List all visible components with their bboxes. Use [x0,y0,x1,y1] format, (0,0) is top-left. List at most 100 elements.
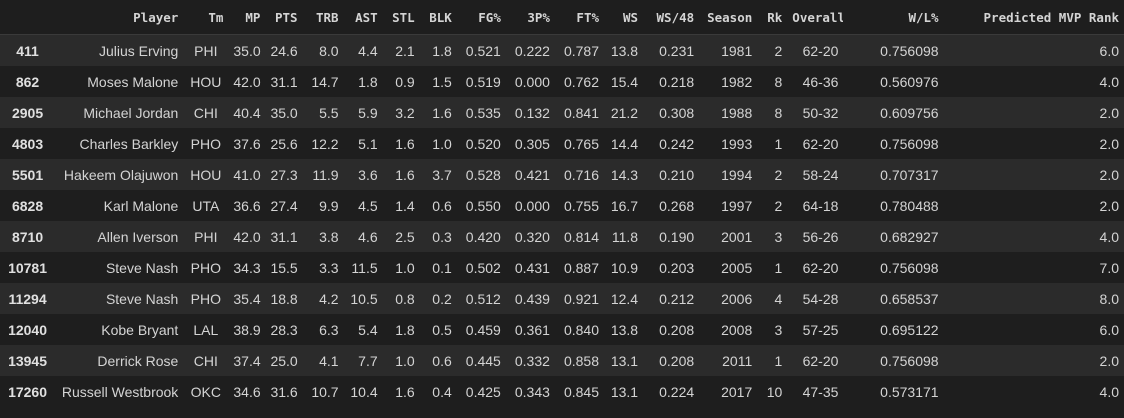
ast-cell: 4.5 [358,197,378,214]
blk-cell: 0.3 [432,228,452,245]
3p-pct-cell: 0.343 [514,383,550,400]
header-fg-pct: FG% [456,0,506,35]
pts-cell: 15.5 [270,259,298,276]
stl-cell: 3.2 [395,104,415,121]
table-row: 411 Julius Erving PHI 35.0 24.6 8.0 4.4 2.1 1.8 0… [0,34,1124,66]
team-cell: CHI [193,104,218,121]
predicted-mvp-rank-cell: 2.0 [1099,166,1119,183]
player-cell: Hakeem Olajuwon [63,166,179,183]
mp-cell: 40.4 [233,104,261,121]
header-player: Player [55,0,184,35]
3p-pct-cell: 0.431 [514,259,550,276]
ws-cell: 21.2 [610,104,639,121]
ast-cell: 10.4 [350,383,378,400]
3p-pct-cell: 0.000 [514,197,550,214]
overall-cell: 62-20 [802,259,839,276]
wl-pct-cell: 0.707317 [880,166,939,183]
pts-cell: 35.0 [270,104,298,121]
ast-cell: 7.7 [358,352,378,369]
trb-cell: 3.8 [319,228,339,245]
stl-cell: 2.1 [395,42,415,59]
team-cell: PHO [190,259,222,276]
3p-pct-cell: 0.421 [514,166,550,183]
3p-pct-cell: 0.222 [514,42,550,59]
ws-per-48-cell: 0.190 [659,228,695,245]
predicted-mvp-rank-cell: 2.0 [1099,197,1119,214]
table-row: 17260 Russell Westbrook OKC 34.6 31.6 10.7 10.… [0,376,1124,407]
ws-cell: 16.7 [610,197,639,214]
team-cell: UTA [192,197,220,214]
wl-pct-cell: 0.756098 [880,259,939,276]
rk-cell: 1 [774,259,783,276]
mp-cell: 38.9 [233,321,261,338]
wl-pct-cell: 0.682927 [880,228,939,245]
team-cell: PHI [194,42,218,59]
overall-cell: 47-35 [802,383,839,400]
row-index: 10781 [8,259,48,276]
player-cell: Steve Nash [105,290,179,307]
rk-cell: 2 [774,42,783,59]
season-cell: 1993 [721,135,753,152]
ft-pct-cell: 0.755 [563,197,599,214]
wl-pct-cell: 0.560976 [880,73,939,90]
fg-pct-cell: 0.425 [465,383,501,400]
pts-cell: 18.8 [270,290,298,307]
ft-pct-cell: 0.841 [563,104,599,121]
predicted-mvp-rank-cell: 4.0 [1099,228,1119,245]
player-cell: Steve Nash [105,259,179,276]
rk-cell: 8 [774,73,783,90]
pts-cell: 27.4 [270,197,298,214]
ast-cell: 4.4 [358,42,378,59]
team-cell: PHO [190,290,222,307]
ws-cell: 13.1 [610,383,639,400]
mvp-dataframe-table: Player Tm MP PTS TRB AST STL BLK FG% 3P%… [0,0,1124,407]
table-body: 411 Julius Erving PHI 35.0 24.6 8.0 4.4 2.1 1.8 0… [0,34,1124,407]
blk-cell: 0.6 [432,197,452,214]
3p-pct-cell: 0.439 [514,290,550,307]
predicted-mvp-rank-cell: 6.0 [1099,42,1119,59]
table-row: 862 Moses Malone HOU 42.0 31.1 14.7 1.8 0.9 1.5 0… [0,66,1124,97]
trb-cell: 6.3 [319,321,339,338]
ws-cell: 14.3 [610,166,639,183]
stl-cell: 0.9 [395,73,415,90]
ws-per-48-cell: 0.210 [659,166,695,183]
row-index: 4803 [11,135,44,152]
ast-cell: 5.1 [358,135,378,152]
row-index: 12040 [8,321,48,338]
pts-cell: 25.6 [270,135,298,152]
fg-pct-cell: 0.445 [465,352,501,369]
ast-cell: 4.6 [358,228,378,245]
table-row: 12040 Kobe Bryant LAL 38.9 28.3 6.3 5.4 1.8 0.5 0… [0,314,1124,345]
wl-pct-cell: 0.658537 [880,290,939,307]
mp-cell: 34.6 [233,383,261,400]
header-overall: Overall [787,0,844,35]
ws-cell: 15.4 [610,73,639,90]
ws-per-48-cell: 0.208 [659,352,695,369]
season-cell: 2005 [721,259,753,276]
season-cell: 2008 [721,321,753,338]
row-index: 13945 [8,352,48,369]
mp-cell: 41.0 [233,166,261,183]
pts-cell: 28.3 [270,321,298,338]
ast-cell: 5.9 [358,104,378,121]
overall-cell: 56-26 [802,228,839,245]
mp-cell: 42.0 [233,228,261,245]
ws-cell: 11.8 [611,228,639,245]
fg-pct-cell: 0.520 [465,135,501,152]
header-index [0,0,56,35]
table-row: 10781 Steve Nash PHO 34.3 15.5 3.3 11.5 1.0 0.1 0… [0,252,1124,283]
row-index: 17260 [8,383,48,400]
trb-cell: 11.9 [312,166,339,183]
header-ws-per-48: WS/48 [643,0,700,35]
header-mp: MP [228,0,266,35]
table-row: 6828 Karl Malone UTA 36.6 27.4 9.9 4.5 1.4 0.6 0.… [0,190,1124,221]
trb-cell: 8.0 [319,42,339,59]
table-row: 2905 Michael Jordan CHI 40.4 35.0 5.5 5.9 3.2 1.… [0,97,1124,128]
wl-pct-cell: 0.573171 [880,383,939,400]
overall-cell: 58-24 [802,166,839,183]
team-cell: PHO [190,135,222,152]
header-ft-pct: FT% [554,0,604,35]
3p-pct-cell: 0.320 [514,228,550,245]
trb-cell: 3.3 [319,259,339,276]
trb-cell: 5.5 [319,104,339,121]
